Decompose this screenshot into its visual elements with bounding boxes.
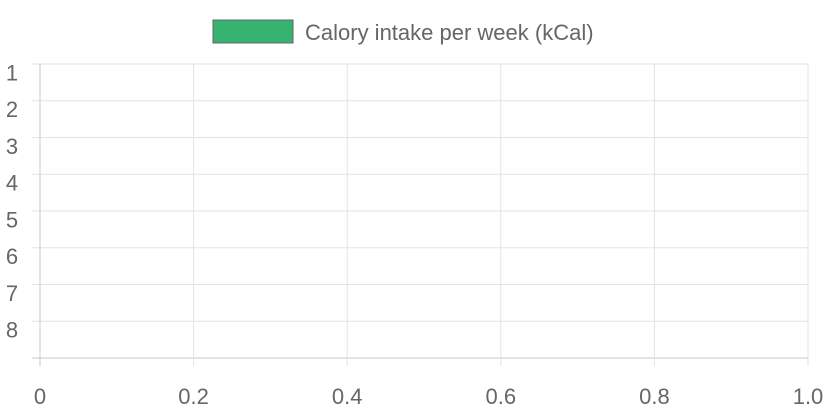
x-tick-label: 0.2 [178, 384, 209, 409]
x-axis-ticks: 0 0.2 0.4 0.6 0.8 1.0 [34, 384, 823, 409]
x-tick-label: 0 [34, 384, 46, 409]
legend[interactable]: Calory intake per week (kCal) [212, 19, 594, 45]
legend-swatch[interactable] [212, 19, 294, 44]
y-tick-label: 3 [6, 134, 18, 159]
x-tick-label: 1.0 [793, 384, 824, 409]
y-tick-label: 8 [6, 318, 18, 343]
y-tick-label: 6 [6, 244, 18, 269]
y-tick-label: 4 [6, 171, 18, 196]
y-tick-label: 5 [6, 207, 18, 232]
y-axis-ticks: 1 2 3 4 5 6 7 8 [6, 60, 18, 342]
y-tick-label: 2 [6, 97, 18, 122]
y-tick-label: 7 [6, 281, 18, 306]
gridlines [32, 63, 809, 366]
x-tick-label: 0.8 [639, 384, 670, 409]
x-tick-label: 0.4 [332, 384, 363, 409]
x-tick-label: 0.6 [486, 384, 517, 409]
legend-label[interactable]: Calory intake per week (kCal) [305, 20, 594, 45]
y-tick-label: 1 [6, 60, 18, 85]
